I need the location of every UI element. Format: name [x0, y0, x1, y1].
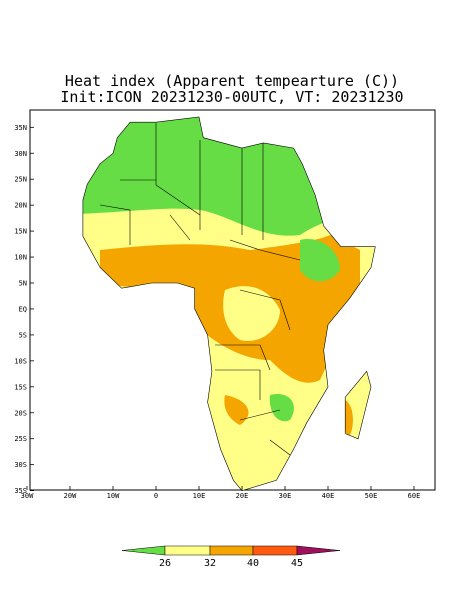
lat-label: 20N	[14, 202, 27, 210]
lon-label: 40E	[322, 492, 335, 500]
lon-label: 30E	[279, 492, 292, 500]
colorbar-label: 45	[291, 558, 303, 569]
lon-label: 60E	[408, 492, 421, 500]
subtitle: Init:ICON 20231230-00UTC, VT: 20231230	[60, 88, 403, 106]
lat-label: 20S	[14, 409, 27, 417]
colorbar-box	[164, 545, 211, 556]
lon-label: 50E	[365, 492, 378, 500]
lat-label: 30S	[14, 461, 27, 469]
lon-label: 10E	[193, 492, 206, 500]
colorbar-min	[121, 545, 166, 556]
lat-label: 25N	[14, 176, 27, 184]
lat-label: EQ	[19, 305, 27, 313]
lon-label: 10W	[107, 492, 120, 500]
lat-label: 15S	[14, 383, 27, 391]
lat-label: 10S	[14, 357, 27, 365]
lat-label: 35S	[14, 487, 27, 495]
borders	[82, 116, 376, 492]
colorbar-max	[296, 545, 341, 556]
colorbar-label: 32	[204, 558, 216, 569]
colorbar-box	[252, 545, 298, 556]
lat-label: 5S	[19, 331, 27, 339]
colorbar-box	[209, 545, 254, 556]
lon-label: 20W	[64, 492, 77, 500]
lat-label: 5N	[19, 280, 27, 288]
colorbar-label: 40	[247, 558, 259, 569]
title: Heat index (Apparent tempearture (C))	[65, 72, 399, 90]
colorbar: 26 32 40 45	[121, 545, 341, 569]
lat-label: 15N	[14, 228, 27, 236]
lon-label: 0	[154, 492, 158, 500]
lat-label: 10N	[14, 254, 27, 262]
lat-label: 30N	[14, 150, 27, 158]
lat-label: 25S	[14, 435, 27, 443]
colorbar-label: 26	[159, 558, 171, 569]
lon-label: 20E	[236, 492, 249, 500]
lat-label: 35N	[14, 124, 27, 132]
lon-label: 30W	[21, 492, 34, 500]
